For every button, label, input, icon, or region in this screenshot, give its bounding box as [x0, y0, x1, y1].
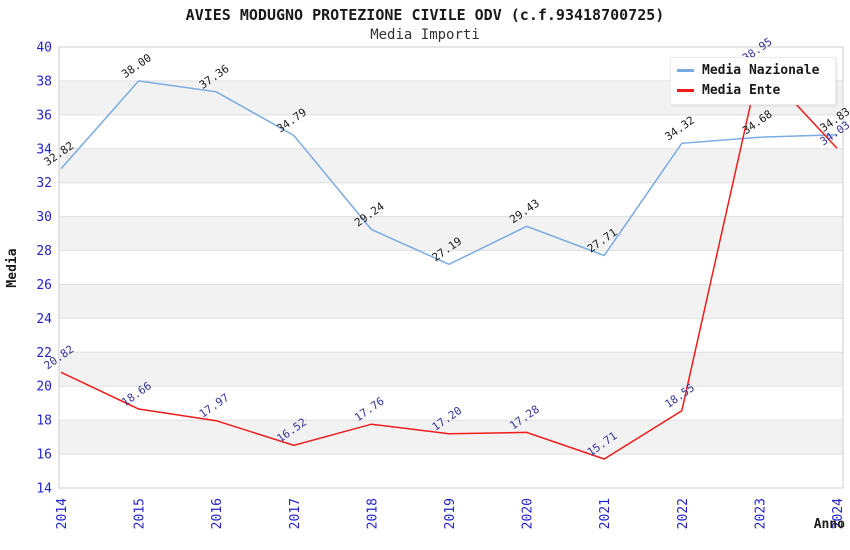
- data-label: 34.32: [662, 114, 697, 144]
- plot-band: [59, 284, 843, 319]
- x-axis-label: Anno: [814, 517, 845, 532]
- x-tick-label: 2020: [521, 498, 536, 529]
- x-tick-label: 2021: [598, 498, 613, 529]
- legend: Media Nazionale Media Ente: [670, 57, 836, 105]
- legend-label: Media Nazionale: [702, 63, 820, 78]
- series-line-media-nazionale: [60, 80, 838, 266]
- y-axis-label: Media: [5, 248, 20, 287]
- legend-swatch-media-nazionale-icon: [677, 69, 694, 72]
- y-tick-label: 34: [36, 142, 52, 157]
- legend-item: Media Ente: [677, 83, 827, 98]
- y-tick-label: 38: [36, 74, 52, 89]
- data-label: 38.00: [119, 51, 154, 81]
- x-tick-label: 2022: [676, 498, 691, 529]
- data-label: 17.97: [197, 391, 232, 421]
- y-tick-label: 22: [36, 346, 52, 361]
- y-tick-label: 18: [36, 414, 52, 429]
- plot-band: [59, 420, 843, 455]
- plot-border: [58, 46, 844, 489]
- y-tick-label: 40: [36, 41, 52, 56]
- plot-band: [59, 352, 843, 387]
- legend-item: Media Nazionale: [677, 63, 827, 78]
- x-tick-label: 2018: [365, 498, 380, 529]
- legend-swatch-media-ente-icon: [677, 89, 694, 92]
- x-tick-label: 2016: [210, 498, 225, 529]
- y-tick-label: 30: [36, 210, 52, 225]
- x-tick-label: 2014: [55, 498, 70, 529]
- x-tick-label: 2019: [443, 498, 458, 529]
- x-tick-label: 2024: [831, 498, 846, 529]
- y-tick-label: 20: [36, 380, 52, 395]
- y-tick-label: 36: [36, 108, 52, 123]
- plot-band: [59, 148, 843, 183]
- x-tick-label: 2015: [133, 498, 148, 529]
- y-tick-label: 26: [36, 278, 52, 293]
- y-tick-label: 32: [36, 176, 52, 191]
- x-tick-label: 2017: [288, 498, 303, 529]
- y-tick-label: 24: [36, 312, 52, 327]
- y-tick-label: 14: [36, 482, 52, 497]
- series-line-media-ente: [60, 63, 838, 460]
- x-tick-label: 2023: [753, 498, 768, 529]
- y-tick-label: 16: [36, 448, 52, 463]
- chart-subtitle: Media Importi: [370, 27, 480, 43]
- chart-title: AVIES MODUGNO PROTEZIONE CIVILE ODV (c.f…: [185, 6, 665, 24]
- plot-band: [59, 216, 843, 251]
- y-tick-label: 28: [36, 244, 52, 259]
- legend-label: Media Ente: [702, 83, 781, 98]
